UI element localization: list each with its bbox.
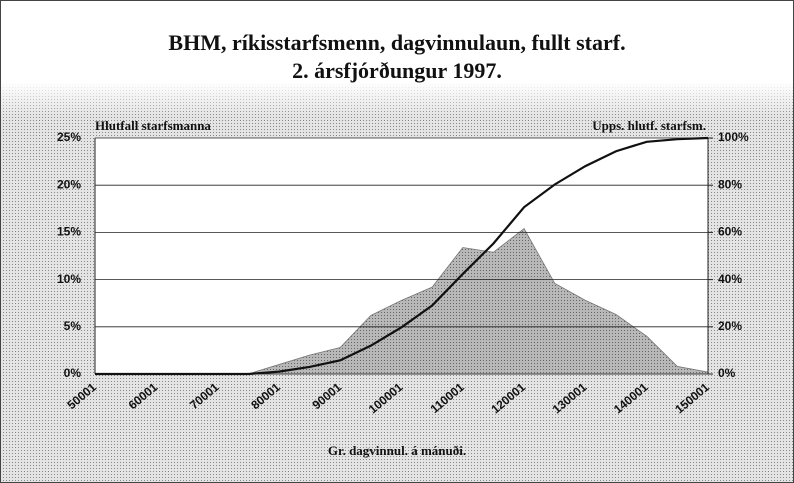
x-axis-label: Gr. dagvinnul. á mánuði. [328, 443, 466, 458]
y-tick-label: 0% [64, 366, 82, 380]
y2-tick-label: 40% [718, 272, 742, 286]
y2-tick-label: 20% [718, 319, 742, 333]
y-tick-label: 5% [64, 319, 82, 333]
y-tick-label: 25% [57, 130, 81, 144]
y2-axis-label: Upps. hlutf. starfsm. [592, 118, 706, 133]
y2-tick-label: 0% [718, 366, 736, 380]
y2-tick-label: 60% [718, 225, 742, 239]
y2-tick-label: 100% [718, 130, 749, 144]
y-tick-label: 20% [57, 177, 81, 191]
chart-title: BHM, ríkisstarfsmenn, dagvinnulaun, full… [168, 30, 625, 55]
y-axis-label: Hlutfall starfsmanna [95, 118, 211, 133]
y-tick-label: 15% [57, 225, 81, 239]
chart-subtitle: 2. ársfjórðungur 1997. [292, 58, 502, 83]
y2-tick-label: 80% [718, 177, 742, 191]
y-tick-label: 10% [57, 272, 81, 286]
line [95, 136, 709, 376]
